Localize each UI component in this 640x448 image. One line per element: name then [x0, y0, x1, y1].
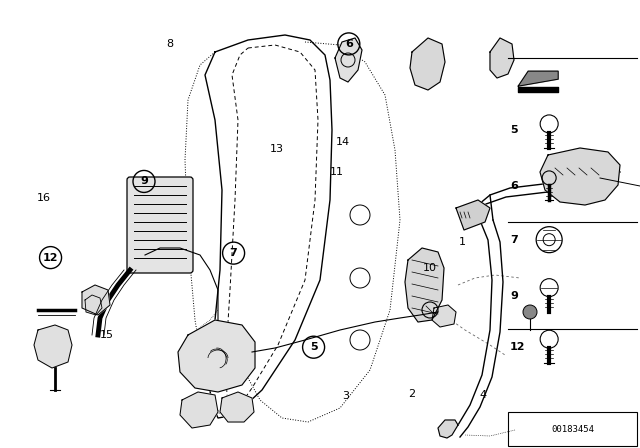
- Text: 10: 10: [423, 263, 437, 273]
- Text: 1: 1: [460, 237, 466, 247]
- Text: 2: 2: [408, 389, 416, 399]
- Polygon shape: [432, 305, 456, 327]
- Polygon shape: [34, 325, 72, 368]
- Polygon shape: [490, 38, 514, 78]
- Text: 7: 7: [510, 235, 518, 245]
- Polygon shape: [178, 320, 255, 392]
- Bar: [508, 412, 637, 446]
- Polygon shape: [405, 248, 444, 322]
- Polygon shape: [220, 392, 254, 422]
- FancyBboxPatch shape: [127, 177, 193, 273]
- Polygon shape: [410, 38, 445, 90]
- Text: 4: 4: [479, 390, 487, 400]
- Polygon shape: [456, 200, 490, 230]
- Text: 14: 14: [336, 138, 350, 147]
- Text: 13: 13: [269, 144, 284, 154]
- Text: 8: 8: [166, 39, 174, 49]
- Text: 6: 6: [345, 39, 353, 49]
- Polygon shape: [438, 420, 458, 438]
- Text: 11: 11: [330, 167, 344, 177]
- Polygon shape: [335, 38, 362, 82]
- Polygon shape: [518, 71, 558, 86]
- Circle shape: [523, 305, 537, 319]
- Text: 12: 12: [43, 253, 58, 263]
- Text: 00183454: 00183454: [551, 425, 594, 434]
- Text: 9: 9: [140, 177, 148, 186]
- Text: 12: 12: [510, 342, 525, 352]
- Text: 7: 7: [230, 248, 237, 258]
- Text: 3: 3: [342, 391, 349, 401]
- Text: 5: 5: [510, 125, 518, 135]
- Text: 5: 5: [310, 342, 317, 352]
- Text: 16: 16: [37, 194, 51, 203]
- Text: 6: 6: [510, 181, 518, 191]
- Text: 15: 15: [100, 330, 114, 340]
- Polygon shape: [85, 295, 102, 315]
- Polygon shape: [82, 285, 110, 315]
- Text: 9: 9: [510, 291, 518, 301]
- Polygon shape: [540, 148, 620, 205]
- Polygon shape: [180, 392, 218, 428]
